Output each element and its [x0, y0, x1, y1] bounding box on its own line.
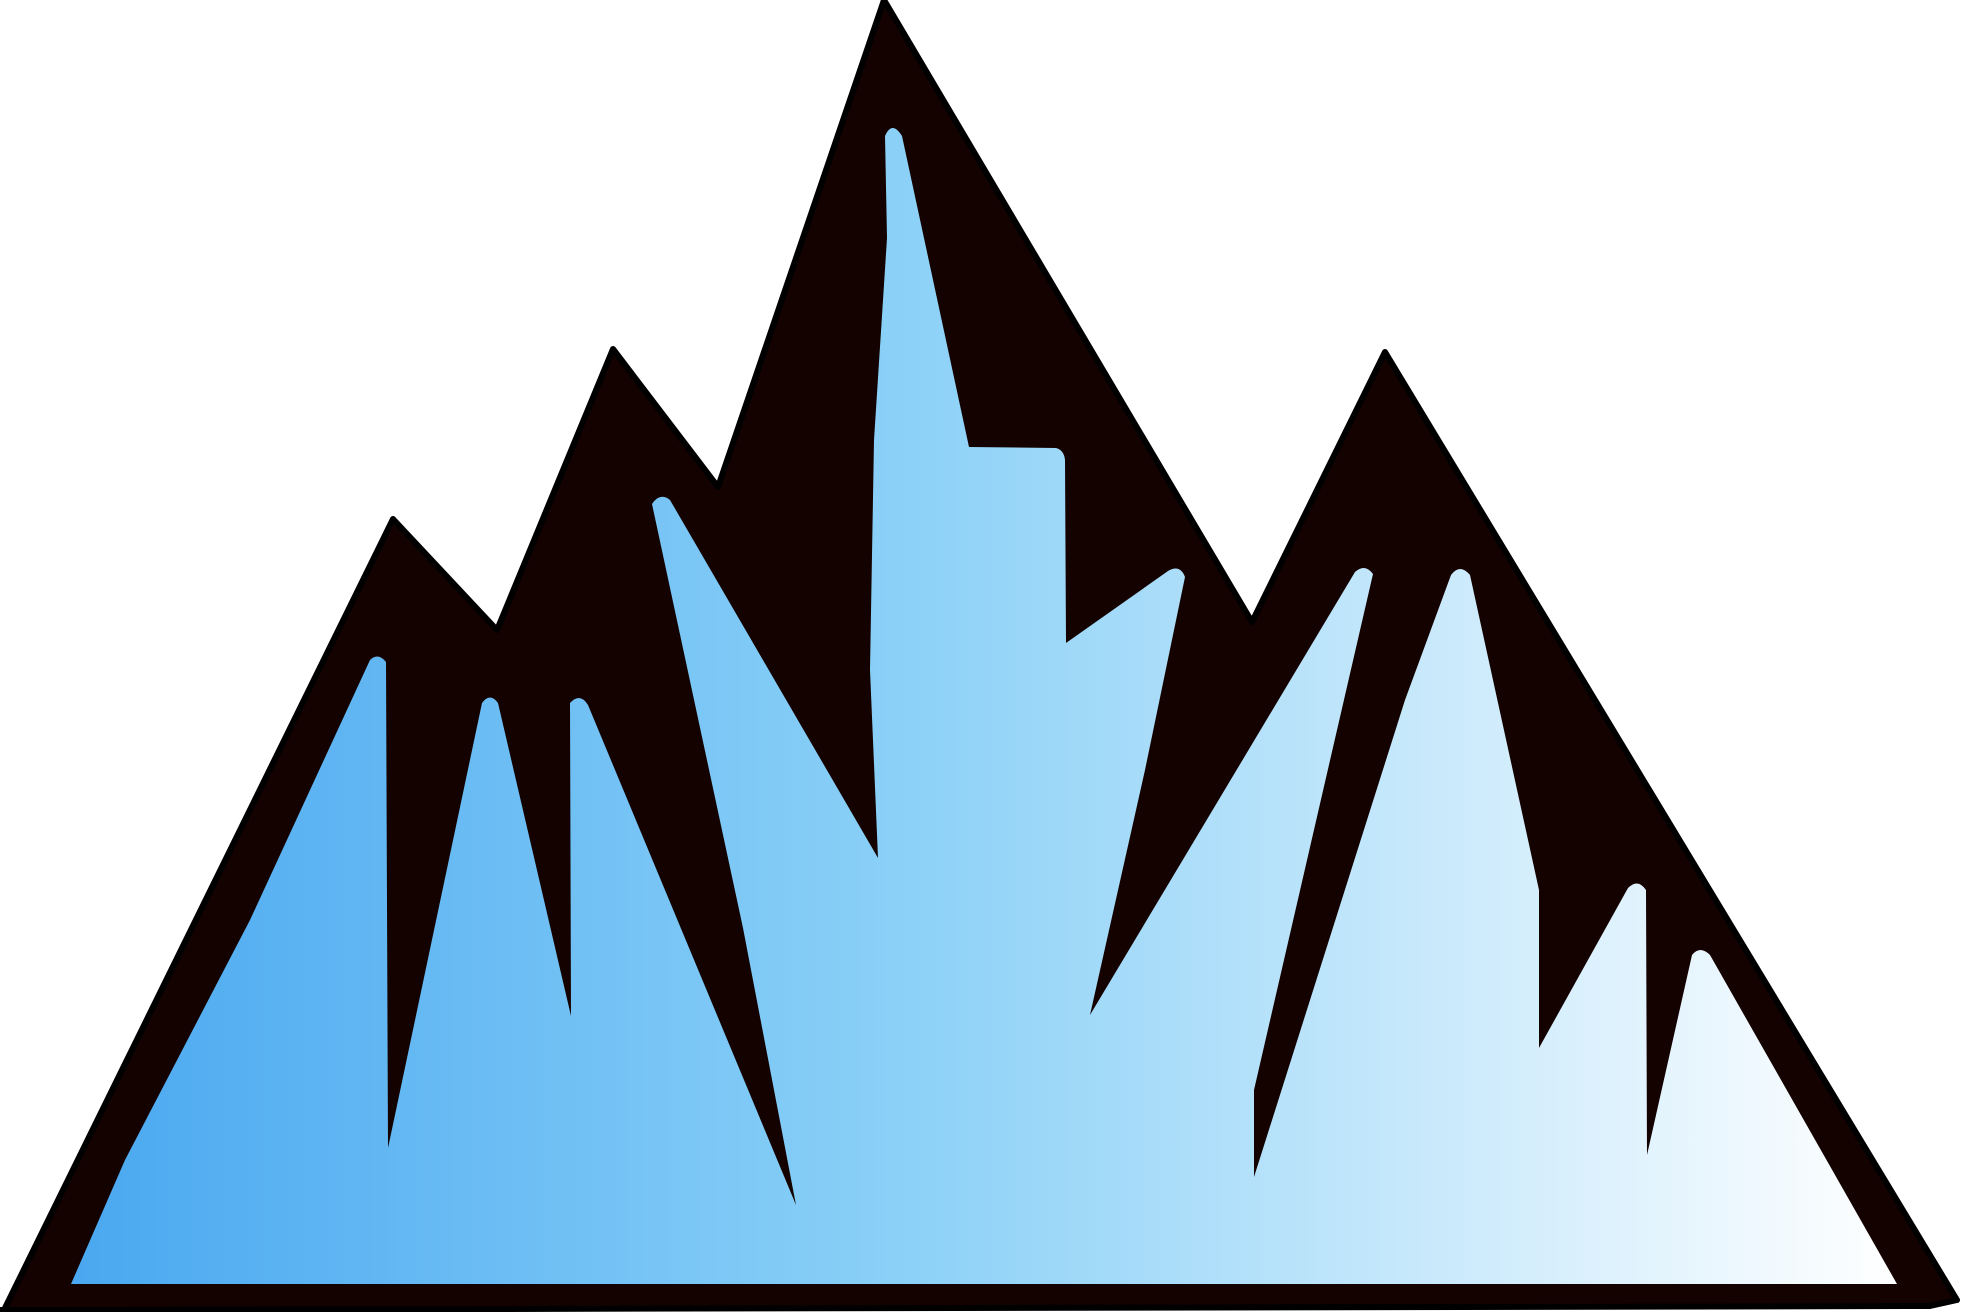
mountain-ice: [71, 128, 1897, 1284]
